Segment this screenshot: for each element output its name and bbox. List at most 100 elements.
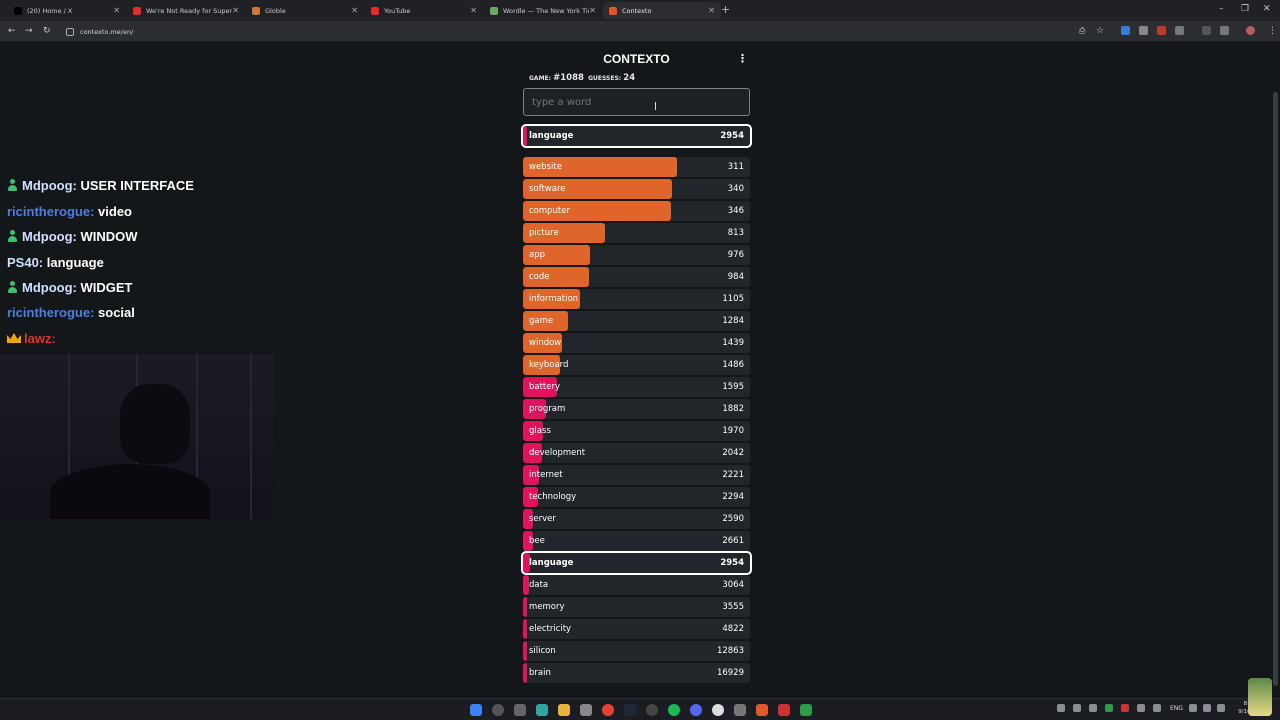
guess-word: bee [529,536,545,546]
obs-icon[interactable] [712,704,724,716]
discord-icon[interactable] [690,704,702,716]
guess-rank: 1284 [722,316,744,326]
battery-icon[interactable] [1217,704,1225,712]
steam-icon[interactable] [624,704,636,716]
app-icon[interactable] [756,704,768,716]
similarity-bar [523,443,542,463]
similarity-bar [523,333,562,353]
start-icon[interactable] [470,704,482,716]
bookmark-star-icon[interactable]: ☆ [1096,26,1105,36]
word-input[interactable] [523,88,750,116]
guess-rank: 976 [727,250,744,260]
site-info-icon[interactable] [66,27,74,36]
similarity-bar [523,245,590,265]
extension-icon[interactable] [1139,26,1148,35]
youtube-icon [371,6,379,15]
reload-icon[interactable]: ↻ [43,26,51,36]
tray-icon[interactable] [1089,704,1097,712]
guess-word: code [529,272,550,282]
guess-word: silicon [529,646,556,656]
tab-close-icon[interactable]: ✕ [708,6,715,15]
task-view-icon[interactable] [514,704,526,716]
similarity-bar [523,465,539,485]
extension-icon[interactable] [1157,26,1166,35]
tray-overflow-icon[interactable] [1057,704,1065,712]
language-indicator[interactable]: ENG [1170,705,1183,712]
volume-icon[interactable] [1203,704,1211,712]
tab-close-icon[interactable]: ✕ [113,6,120,15]
tab-label: YouTube [384,6,411,15]
download-icon[interactable] [1220,26,1229,35]
search-icon[interactable] [492,704,504,716]
tab-5[interactable]: Wordle — The New York Times✕ [484,2,602,19]
tab-close-icon[interactable]: ✕ [351,6,358,15]
edge-icon[interactable] [536,704,548,716]
sidebar-icon[interactable] [1202,26,1211,35]
contexto-icon [609,6,617,15]
tab-1[interactable]: (20) Home / X ✕ [8,2,126,19]
tab-3[interactable]: Globle ✕ [246,2,364,19]
browser-toolbar: ← → ↻ contexto.me/en/ ⎙ ☆ ⋮ [0,21,1280,42]
browser-menu-icon[interactable]: ⋮ [1268,26,1277,36]
address-bar[interactable]: contexto.me/en/ [60,24,1100,39]
guess-rank: 311 [727,162,744,172]
app-icon[interactable] [800,704,812,716]
guess-rank: 984 [727,272,744,282]
tray-icon[interactable] [1105,704,1113,712]
tab-label: (20) Home / X [27,6,73,15]
chat-message: Mdpoog: WINDOW [7,229,138,244]
store-icon[interactable] [580,704,592,716]
chat-username: ricintherogue: [7,204,95,219]
tab-4[interactable]: YouTube ✕ [365,2,483,19]
tab-6[interactable]: Contexto ✕ [603,2,721,19]
forward-icon[interactable]: → [25,26,33,36]
tab-close-icon[interactable]: ✕ [232,6,239,15]
app-icon[interactable] [778,704,790,716]
file-explorer-icon[interactable] [558,704,570,716]
wifi-icon[interactable] [1189,704,1197,712]
guess-word: language [529,558,574,568]
guess-rank: 346 [727,206,744,216]
maximize-button[interactable]: ❐ [1241,4,1250,14]
microphone-icon[interactable] [1153,704,1161,712]
tab-close-icon[interactable]: ✕ [470,6,477,15]
new-tab-button[interactable]: + [721,3,731,16]
tab-close-icon[interactable]: ✕ [589,6,596,15]
tray-icon[interactable] [1137,704,1145,712]
similarity-bar [523,619,527,639]
url-text: contexto.me/en/ [80,27,134,36]
guess-row: computer 346 [523,201,750,221]
chat-text: social [98,305,135,320]
youtube-icon [133,6,141,15]
guess-row: electricity 4822 [523,619,750,639]
extensions-puzzle-icon[interactable] [1175,26,1184,35]
tray-icon[interactable] [1121,704,1129,712]
tray-icon[interactable] [1073,704,1081,712]
game-label: GAME: [529,75,552,82]
browser-tab-bar: (20) Home / X✕We're Not Ready for Superi… [0,0,1280,21]
spotify-icon[interactable] [668,704,680,716]
chat-text: video [98,204,132,219]
guess-word: development [529,448,586,458]
similarity-bar [523,179,672,199]
guess-row: battery 1595 [523,377,750,397]
close-window-button[interactable]: ✕ [1263,4,1271,14]
page-scrollbar[interactable] [1273,92,1278,686]
guess-rank: 1882 [722,404,744,414]
minimize-button[interactable]: – [1219,4,1224,14]
app-icon[interactable] [646,704,658,716]
avatar[interactable] [1246,26,1255,35]
back-icon[interactable]: ← [8,26,16,36]
tab-2[interactable]: We're Not Ready for Superintel✕ [127,2,245,19]
extension-icon[interactable] [1121,26,1130,35]
install-icon[interactable]: ⎙ [1079,26,1086,35]
app-icon[interactable] [734,704,746,716]
guess-row: picture 813 [523,223,750,243]
webcam-overlay [0,354,274,519]
windows-taskbar: ENG 8:21 9/10/2 [0,698,1280,720]
clock-date: 9/10/2 [1236,708,1256,716]
guess-rank: 2661 [722,536,744,546]
chrome-icon[interactable] [602,704,614,716]
tab-label: Contexto [622,6,652,15]
more-options-icon[interactable]: ⋮ [737,52,748,65]
